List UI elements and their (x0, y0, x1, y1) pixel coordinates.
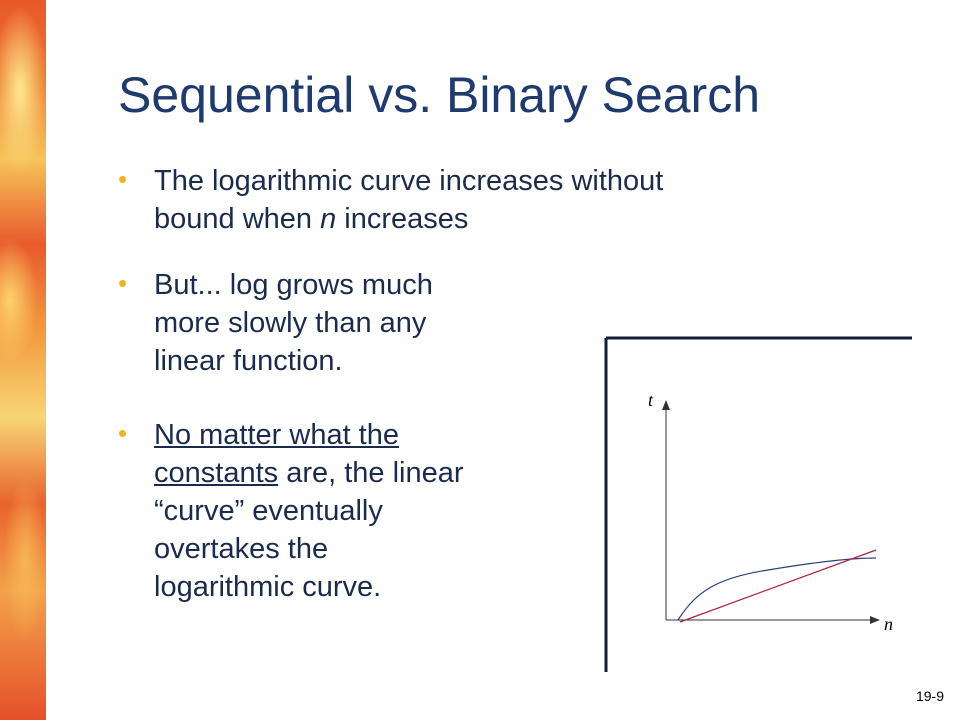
italic-n: n (320, 203, 337, 235)
bullet-dot-icon: • (118, 268, 128, 298)
x-axis-arrow-icon (870, 616, 880, 624)
bullet-line: logarithmic curve. (154, 571, 382, 603)
bullet-text: But... log grows much more slowly than a… (154, 266, 433, 380)
bullet-line: “curve” eventually (154, 495, 383, 527)
bullet-line: overtakes the (154, 533, 329, 565)
bullet-line: The logarithmic curve increases without (154, 165, 664, 197)
bullet-dot-icon: • (118, 164, 128, 194)
bullet-dot-icon: • (118, 418, 128, 448)
bullet-line: linear function. (154, 345, 343, 377)
page-number: 19-9 (915, 688, 944, 704)
bullet-line: constants are, the linear (154, 457, 464, 489)
log-curve (677, 557, 877, 621)
x-axis-label: n (884, 614, 893, 634)
decorative-side-strip (0, 0, 46, 720)
growth-figure: t n (604, 336, 912, 672)
bullet-line: more slowly than any (154, 307, 427, 339)
bullet-text: No matter what the constants are, the li… (154, 416, 464, 606)
linear-curve (679, 549, 877, 623)
bullet-line: But... log grows much (154, 269, 433, 301)
y-axis-label: t (648, 390, 654, 410)
bullet-line: No matter what the (154, 419, 399, 451)
slide-title: Sequential vs. Binary Search (118, 67, 761, 123)
bullet-text: The logarithmic curve increases without … (154, 162, 663, 238)
bullet-line: bound when n increases (154, 203, 469, 235)
y-axis-arrow-icon (662, 400, 670, 410)
